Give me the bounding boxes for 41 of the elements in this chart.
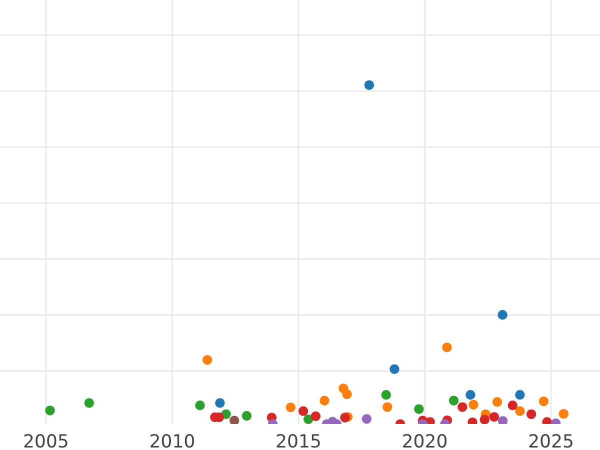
x-tick-label: 2005 [24,434,68,448]
point [202,355,212,365]
point [195,400,205,410]
point [442,342,452,352]
point [468,400,478,410]
point [340,412,350,422]
point [515,406,525,416]
point [489,412,500,422]
point [508,400,518,410]
point [538,396,548,406]
point [310,411,320,422]
point [304,414,314,424]
point [45,406,55,416]
point [448,396,459,406]
point [558,409,568,419]
point [320,396,330,406]
point [362,414,372,424]
point [242,411,252,421]
point [364,80,374,90]
x-tick-label: 2025 [529,434,572,448]
point [84,398,94,408]
point [230,416,240,424]
x-tick-label: 2015 [276,434,320,448]
point [498,310,508,320]
point [492,397,502,407]
point [342,389,352,399]
point [515,390,525,400]
point [414,404,424,414]
point [526,409,536,419]
point [286,402,296,412]
point [390,364,400,374]
x-tick-label: 2010 [150,434,194,448]
point [458,402,468,412]
point [480,414,490,424]
point [298,406,308,416]
point [382,402,392,412]
point [498,416,508,424]
point [381,390,391,400]
x-tick-label: 2020 [403,434,447,448]
point [215,398,225,408]
point [466,390,476,400]
